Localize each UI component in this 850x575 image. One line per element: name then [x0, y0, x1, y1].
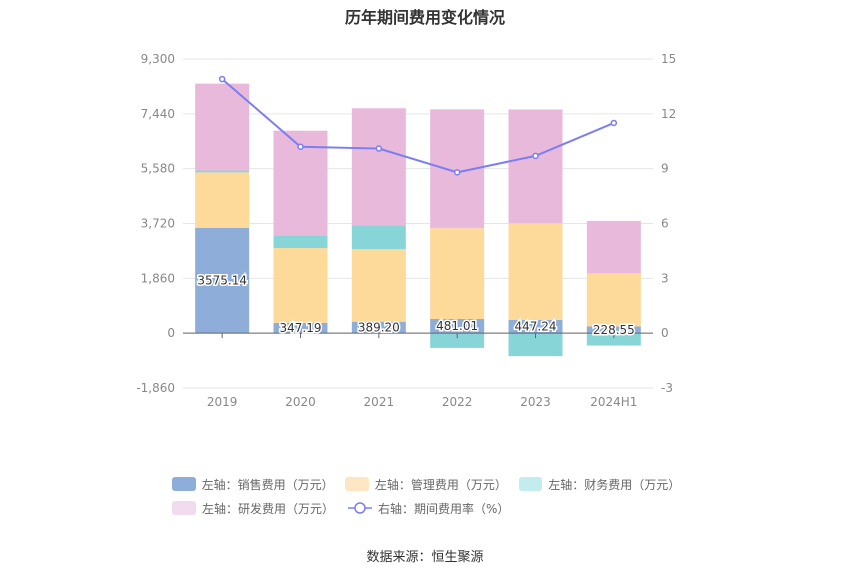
bar-segment [430, 228, 485, 319]
bar-segment [351, 249, 406, 322]
legend-swatch-admin [345, 477, 369, 491]
legend-label-rate: 右轴：期间费用率（%） [378, 501, 510, 516]
right-tick-label: 3 [661, 271, 669, 285]
rate-line [221, 78, 615, 174]
bar-segment [351, 225, 406, 250]
left-tick-label: 0 [167, 326, 175, 340]
x-tick-label: 2020 [285, 395, 316, 409]
legend-swatch-finance [518, 477, 543, 491]
sales-data-label: 228.55 [593, 323, 635, 337]
left-tick-label: 7,440 [141, 107, 175, 121]
bar-segment [273, 322, 328, 334]
bar-segment [351, 108, 406, 226]
rate-point [375, 145, 383, 152]
x-tick-label: 2019 [207, 395, 238, 409]
rate-point [453, 169, 461, 176]
source-note: 数据来源：恒生聚源 [366, 550, 484, 565]
bar-segment [273, 235, 328, 249]
legend-label-rnd: 左轴：研发费用（万元） [202, 501, 335, 516]
right-tick-label: 6 [661, 217, 669, 231]
legend-item-finance[interactable]: 左轴：财务费用（万元） [518, 476, 681, 493]
left-tick-label: 1,860 [141, 271, 175, 285]
bar-segment [430, 333, 485, 348]
bar-segment [508, 223, 563, 320]
legend-item-admin[interactable]: 左轴：管理费用（万元） [345, 476, 507, 493]
bar-segment [586, 333, 641, 346]
bar-segment [508, 333, 563, 357]
bar-segment [586, 273, 641, 327]
bar-segment [586, 326, 641, 334]
legend-item-sales[interactable]: 左轴：销售费用（万元） [172, 476, 334, 493]
sales-data-label: 347.19 [280, 321, 322, 335]
sales-data-label: 3575.14 [197, 273, 247, 287]
legend-row-1: 左轴：销售费用（万元） 左轴：管理费用（万元） 左轴：财务费用（万元） [172, 472, 692, 496]
right-tick-label: 0 [661, 326, 669, 340]
bar-segment [195, 83, 250, 171]
chart-plot: -1,860 0 1,860 3,720 5,580 7,440 9,300 -3 0 3 6 9 12… [136, 52, 676, 409]
legend-swatch-rnd [172, 501, 196, 515]
right-tick-label: 12 [661, 107, 676, 121]
legend-label-sales: 左轴：销售费用（万元） [201, 477, 334, 492]
bar-segment [586, 220, 641, 274]
right-tick-label: 15 [661, 52, 676, 66]
legend-row-2: 左轴：研发费用（万元） 右轴：期间费用率（%） [172, 496, 692, 520]
bar-segment [195, 170, 250, 173]
sales-data-label: 481.01 [436, 319, 478, 333]
legend-label-admin: 左轴：管理费用（万元） [374, 477, 507, 492]
legend-swatch-sales [172, 477, 196, 491]
legend-item-rnd[interactable]: 左轴：研发费用（万元） [172, 500, 334, 517]
bar-segment [508, 319, 563, 334]
right-tick-label: -3 [661, 381, 673, 395]
left-tick-label: 3,720 [141, 217, 175, 231]
left-tick-label: 9,300 [141, 52, 175, 66]
legend-item-rate[interactable]: 右轴：期间费用率（%） [348, 500, 509, 517]
bar-segment [351, 321, 406, 334]
legend-line-rate-icon [348, 502, 373, 514]
x-tick-label: 2021 [364, 395, 395, 409]
rate-point [297, 143, 304, 150]
chart-title: 历年期间费用变化情况 [344, 8, 505, 27]
rate-point [532, 152, 539, 160]
sales-data-label: 389.20 [358, 320, 400, 334]
left-tick-label: 5,580 [141, 162, 175, 176]
bar-segment [195, 227, 250, 334]
x-tick-label: 2023 [520, 395, 551, 409]
left-tick-label: -1,860 [136, 381, 175, 395]
bar-segment [508, 109, 563, 224]
rate-point [218, 75, 226, 83]
legend-label-finance: 左轴：财务费用（万元） [548, 477, 681, 492]
bar-segment [195, 172, 250, 228]
bar-segment [273, 248, 328, 323]
legend: 左轴：销售费用（万元） 左轴：管理费用（万元） 左轴：财务费用（万元） 左轴：研… [172, 472, 692, 520]
sales-data-label: 447.24 [515, 320, 557, 334]
right-tick-label: 9 [661, 162, 669, 176]
bar-segment [430, 318, 485, 334]
x-tick-label: 2024H1 [590, 395, 637, 409]
x-tick-label: 2022 [442, 395, 473, 409]
rate-point [610, 119, 618, 127]
